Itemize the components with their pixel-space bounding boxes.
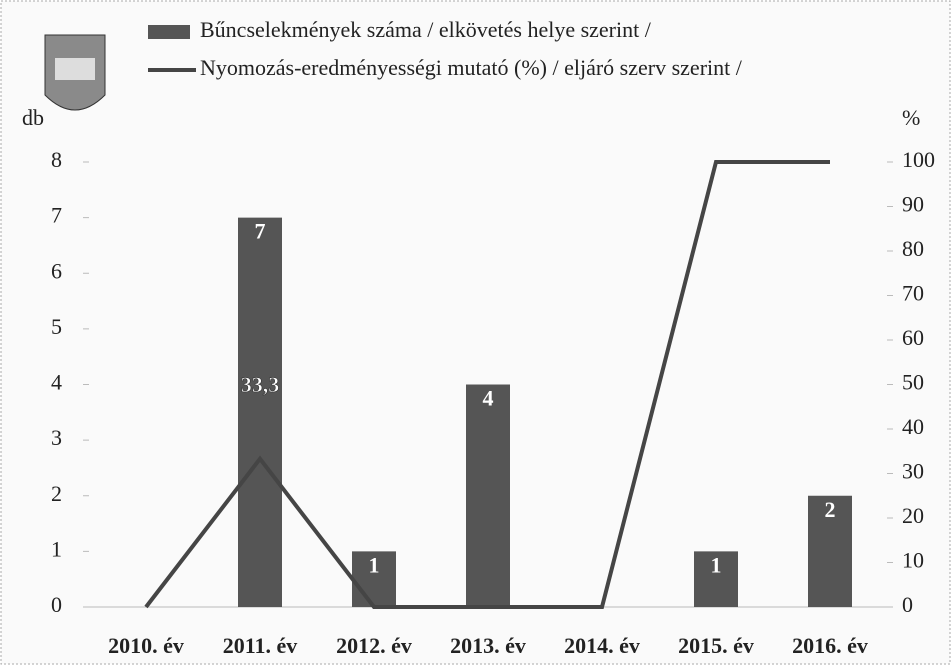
x-tick-label: 2010. év: [108, 633, 184, 658]
x-tick-label: 2014. év: [564, 633, 640, 658]
y2-tick-label: 30: [902, 459, 924, 484]
y2-axis-label: %: [902, 105, 920, 130]
bar: [466, 385, 510, 608]
y-tick-label: 0: [51, 592, 62, 617]
x-tick-label: 2013. év: [450, 633, 526, 658]
y2-tick-label: 10: [902, 548, 924, 573]
x-tick-label: 2012. év: [336, 633, 412, 658]
bar-value-label: 7: [255, 219, 266, 244]
y2-tick-label: 100: [902, 147, 935, 172]
bar-value-label: 2: [825, 497, 836, 522]
legend-swatch: [148, 25, 190, 39]
legend-label: Nyomozás-eredményességi mutató (%) / elj…: [200, 55, 743, 80]
y-axis-label: db: [22, 105, 44, 130]
bar-value-label: 1: [711, 552, 722, 577]
y2-tick-label: 90: [902, 192, 924, 217]
x-tick-label: 2011. év: [223, 633, 298, 658]
y-tick-label: 6: [51, 258, 62, 283]
bar-value-label: 1: [369, 552, 380, 577]
chart: db % 01234567801020304050607080901002010…: [0, 0, 951, 665]
y2-tick-label: 20: [902, 503, 924, 528]
y2-tick-label: 40: [902, 414, 924, 439]
x-tick-label: 2015. év: [678, 633, 754, 658]
y2-tick-label: 60: [902, 325, 924, 350]
y2-tick-label: 50: [902, 370, 924, 395]
y-tick-label: 5: [51, 314, 62, 339]
logo: [45, 35, 105, 110]
y2-tick-label: 80: [902, 236, 924, 261]
y-tick-label: 3: [51, 425, 62, 450]
y2-tick-label: 0: [902, 592, 913, 617]
bar-value-label: 4: [483, 386, 494, 411]
y-tick-label: 2: [51, 481, 62, 506]
y-tick-label: 4: [51, 370, 62, 395]
legend-label: Bűncselekmények száma / elkövetés helye …: [200, 17, 652, 42]
y-tick-label: 7: [51, 203, 62, 228]
line-value-label: 33,3: [241, 372, 280, 397]
bar: [238, 218, 282, 607]
y2-tick-label: 70: [902, 281, 924, 306]
x-tick-label: 2016. év: [792, 633, 868, 658]
y-tick-label: 1: [51, 536, 62, 561]
y-tick-label: 8: [51, 147, 62, 172]
